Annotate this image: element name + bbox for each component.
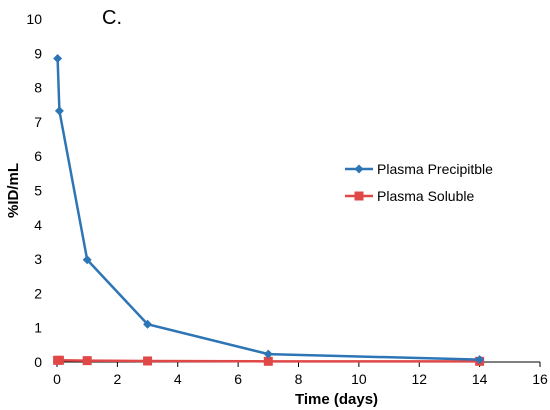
y-tick-label: 3 <box>34 251 42 267</box>
x-tick-label: 6 <box>234 371 242 387</box>
legend-swatch-marker <box>354 164 364 174</box>
data-point <box>143 319 153 329</box>
x-axis-ticks: 0 2 4 6 8 10 12 14 16 <box>53 362 548 387</box>
y-tick-label: 7 <box>34 114 42 130</box>
legend-swatch-marker <box>354 191 364 201</box>
series-layer <box>53 53 485 366</box>
x-tick-label: 4 <box>174 371 182 387</box>
x-tick-label: 2 <box>113 371 121 387</box>
x-tick-label: 16 <box>532 371 548 387</box>
y-tick-label: 8 <box>34 80 42 96</box>
legend-item: Plasma Soluble <box>345 188 474 204</box>
x-tick-label: 8 <box>295 371 303 387</box>
data-point <box>263 356 273 366</box>
y-axis-title: %ID/mL <box>5 163 22 218</box>
data-point <box>54 106 64 116</box>
data-point <box>263 349 273 359</box>
x-tick-label: 12 <box>411 371 427 387</box>
series-plasma-precipitble <box>53 53 485 365</box>
legend-label: Plasma Soluble <box>377 188 474 204</box>
data-point <box>82 356 92 366</box>
y-axis-ticks: 0 1 2 3 4 5 6 7 8 9 10 <box>26 11 42 370</box>
data-point <box>53 53 63 63</box>
panel-label: C. <box>102 7 122 29</box>
y-tick-label: 1 <box>34 320 42 336</box>
data-point <box>143 356 153 366</box>
x-axis-title: Time (days) <box>295 391 378 408</box>
x-tick-label: 14 <box>472 371 488 387</box>
data-point <box>475 355 485 365</box>
data-point <box>54 355 64 365</box>
y-tick-label: 6 <box>34 148 42 164</box>
legend-label: Plasma Precipitble <box>377 161 493 177</box>
series-line <box>56 58 480 361</box>
x-tick-label: 10 <box>351 371 367 387</box>
legend: Plasma Precipitble Plasma Soluble <box>345 161 493 204</box>
data-point <box>82 255 92 265</box>
y-tick-label: 10 <box>26 11 42 27</box>
x-tick-label: 0 <box>53 371 61 387</box>
legend-item: Plasma Precipitble <box>345 161 493 177</box>
y-tick-label: 4 <box>34 217 42 233</box>
y-tick-label: 5 <box>34 183 42 199</box>
y-tick-label: 2 <box>34 285 42 301</box>
y-tick-label: 9 <box>34 45 42 61</box>
y-tick-label: 0 <box>34 354 42 370</box>
